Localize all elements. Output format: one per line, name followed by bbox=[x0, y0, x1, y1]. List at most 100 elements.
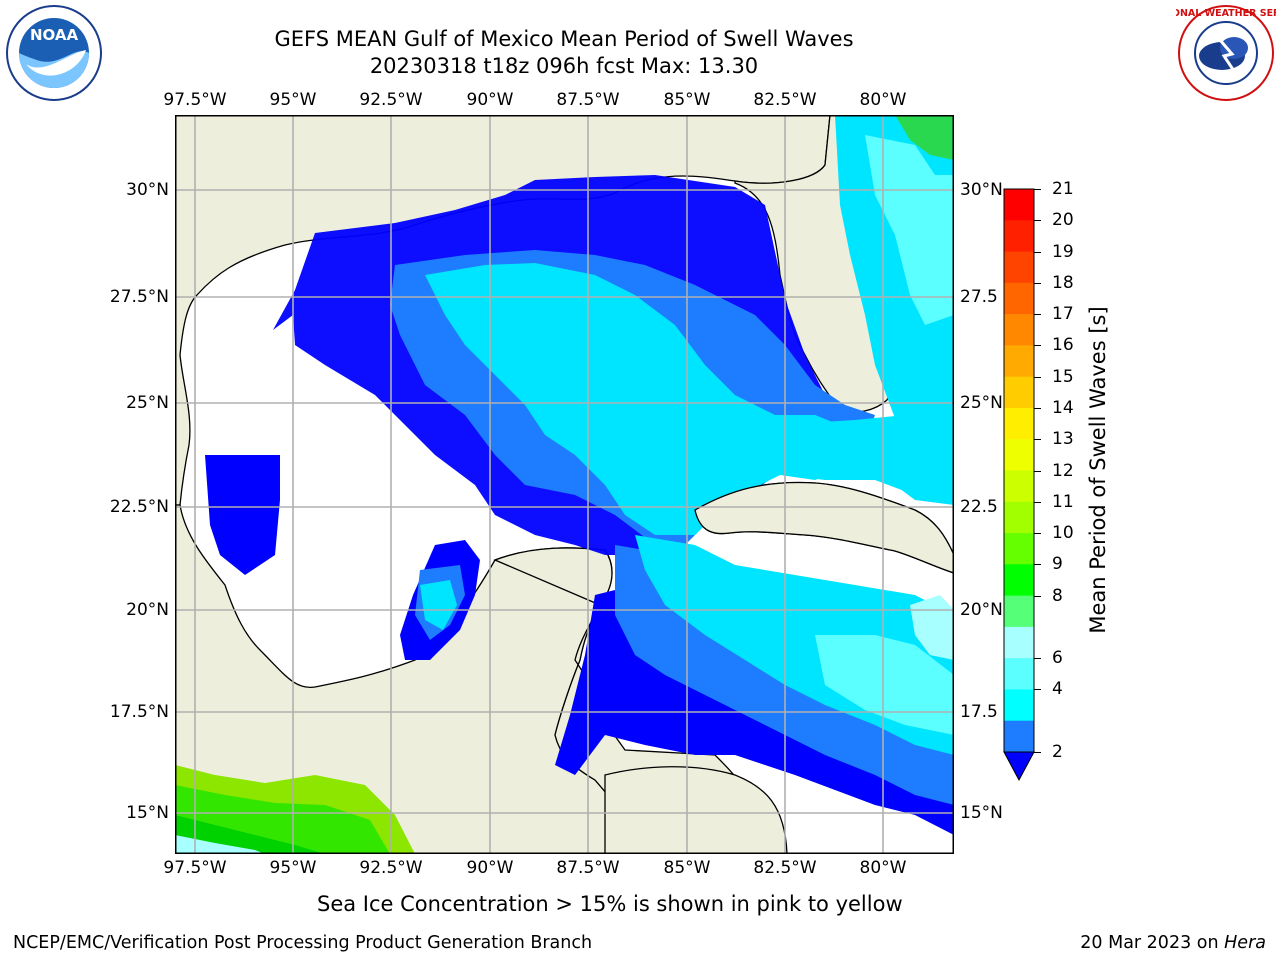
colorbar-segment bbox=[1004, 220, 1034, 253]
colorbar-tick-mark bbox=[1034, 752, 1041, 753]
footer-date: 20 Mar 2023 on bbox=[1080, 933, 1225, 953]
lon-label-top: 90°W bbox=[466, 90, 514, 110]
colorbar-tick-label: 2 bbox=[1052, 742, 1063, 762]
colorbar-segments bbox=[1004, 189, 1034, 753]
nws-logo-text: NATIONAL WEATHER SERVICE bbox=[1176, 8, 1276, 19]
colorbar-tick-mark bbox=[1034, 251, 1041, 253]
lon-label-top: 97.5°W bbox=[163, 90, 227, 110]
lat-label-left: 15°N bbox=[126, 803, 169, 823]
colorbar-segment bbox=[1004, 501, 1034, 534]
lon-label-top: 82.5°W bbox=[753, 90, 817, 110]
lat-label-right: 15°N bbox=[960, 803, 1003, 823]
colorbar-tick-label: 9 bbox=[1052, 554, 1063, 575]
colorbar-tick-label: 17 bbox=[1052, 304, 1074, 325]
lon-label-top: 87.5°W bbox=[556, 90, 620, 110]
colorbar-tick-mark bbox=[1034, 533, 1041, 535]
colorbar-segment bbox=[1004, 314, 1034, 346]
colorbar-tick-mark bbox=[1034, 314, 1041, 316]
lon-label-bottom: 82.5°W bbox=[753, 858, 817, 878]
lat-label-right: 27.5 bbox=[960, 287, 998, 307]
lat-label-right: 22.5 bbox=[960, 497, 998, 517]
land-cuba-overlay bbox=[694, 481, 954, 574]
colorbar-segment bbox=[1004, 626, 1034, 659]
lat-label-left: 25°N bbox=[126, 393, 169, 413]
lat-label-left: 20°N bbox=[126, 600, 169, 620]
swell-band-8-9-caribbean bbox=[815, 635, 954, 735]
colorbar-tick-mark bbox=[1034, 501, 1041, 503]
noaa-logo: NOAA bbox=[6, 5, 102, 101]
colorbar-tick-label: 13 bbox=[1052, 429, 1074, 450]
footer-credit: NCEP/EMC/Verification Post Processing Pr… bbox=[13, 933, 593, 953]
lon-label-bottom: 80°W bbox=[859, 858, 907, 878]
lat-label-right: 30°N bbox=[960, 180, 1003, 200]
colorbar-tick-label: 4 bbox=[1052, 679, 1063, 700]
lon-label-bottom: 85°W bbox=[663, 858, 711, 878]
colorbar-tick-mark bbox=[1034, 439, 1041, 441]
colorbar-tick-mark bbox=[1034, 658, 1041, 660]
colorbar-tick-label: 20 bbox=[1052, 210, 1074, 231]
colorbar-tick-mark bbox=[1034, 407, 1041, 409]
lon-label-bottom: 92.5°W bbox=[359, 858, 423, 878]
swell-band-6-8-straits bbox=[775, 415, 954, 495]
colorbar-segment bbox=[1004, 282, 1034, 315]
colorbar-tick-label: 18 bbox=[1052, 272, 1074, 293]
colorbar-tick-mark bbox=[1034, 376, 1041, 378]
swell-band-8-9 bbox=[865, 135, 954, 325]
colorbar-tick-label: 10 bbox=[1052, 523, 1074, 544]
sea-ice-note: Sea Ice Concentration > 15% is shown in … bbox=[317, 892, 903, 916]
colorbar-segment bbox=[1004, 689, 1034, 722]
colorbar-tick-label: 15 bbox=[1052, 366, 1074, 387]
colorbar-tick-label: 8 bbox=[1052, 585, 1063, 606]
colorbar-segment bbox=[1004, 595, 1034, 628]
colorbar-tick-mark bbox=[1034, 220, 1041, 222]
swell-band-pacific-9-10 bbox=[175, 835, 265, 854]
colorbar-tick-mark bbox=[1034, 189, 1041, 190]
colorbar-segment bbox=[1004, 564, 1034, 597]
lat-label-left: 27.5°N bbox=[109, 287, 169, 307]
colorbar-segment bbox=[1004, 345, 1034, 378]
colorbar-under-arrow bbox=[1003, 751, 1035, 782]
colorbar-title: Mean Period of Swell Waves [s] bbox=[1086, 306, 1110, 634]
lat-label-right: 17.5 bbox=[960, 702, 998, 722]
lon-label-top: 95°W bbox=[269, 90, 317, 110]
colorbar bbox=[1003, 188, 1035, 782]
colorbar-tick-label: 19 bbox=[1052, 241, 1074, 262]
colorbar-segment bbox=[1004, 407, 1034, 440]
swell-band-6-8 bbox=[425, 263, 875, 535]
swell-band-6-8-campeche bbox=[420, 580, 457, 630]
map-subtitle: 20230318 t18z 096h fcst Max: 13.30 bbox=[369, 54, 759, 78]
lon-label-top: 85°W bbox=[663, 90, 711, 110]
lon-label-bottom: 90°W bbox=[466, 858, 514, 878]
lat-label-right: 20°N bbox=[960, 600, 1003, 620]
colorbar-segment bbox=[1004, 470, 1034, 503]
map-area bbox=[175, 115, 954, 854]
lat-label-left: 17.5°N bbox=[109, 702, 169, 722]
colorbar-tick-mark bbox=[1034, 689, 1041, 691]
colorbar-tick-label: 6 bbox=[1052, 648, 1063, 669]
lon-label-top: 80°W bbox=[859, 90, 907, 110]
graticule bbox=[175, 115, 954, 854]
colorbar-tick-label: 11 bbox=[1052, 491, 1074, 512]
lat-label-left: 30°N bbox=[126, 180, 169, 200]
colorbar-segment bbox=[1004, 251, 1034, 284]
colorbar-segment bbox=[1004, 658, 1034, 690]
colorbar-segment bbox=[1004, 189, 1034, 221]
colorbar-segment bbox=[1004, 439, 1034, 471]
lon-label-bottom: 97.5°W bbox=[163, 858, 227, 878]
colorbar-tick-mark bbox=[1034, 470, 1041, 472]
swell-band-10-11 bbox=[895, 115, 954, 160]
lat-label-left: 22.5°N bbox=[109, 497, 169, 517]
colorbar-segment bbox=[1004, 720, 1034, 753]
colorbar-tick-label: 16 bbox=[1052, 335, 1074, 356]
footer-host: Hera bbox=[1224, 933, 1266, 953]
swell-band-2-4-bay bbox=[205, 455, 280, 575]
colorbar-tick-mark bbox=[1034, 595, 1041, 597]
swell-band-9-10 bbox=[910, 595, 954, 660]
colorbar-tick-mark bbox=[1034, 564, 1041, 566]
lon-label-top: 92.5°W bbox=[359, 90, 423, 110]
nws-logo: NATIONAL WEATHER SERVICE bbox=[1176, 5, 1276, 101]
lon-label-bottom: 95°W bbox=[269, 858, 317, 878]
footer-timestamp: 20 Mar 2023 on Hera bbox=[1080, 933, 1266, 953]
colorbar-tick-mark bbox=[1034, 282, 1041, 284]
colorbar-tick-label: 14 bbox=[1052, 397, 1074, 418]
